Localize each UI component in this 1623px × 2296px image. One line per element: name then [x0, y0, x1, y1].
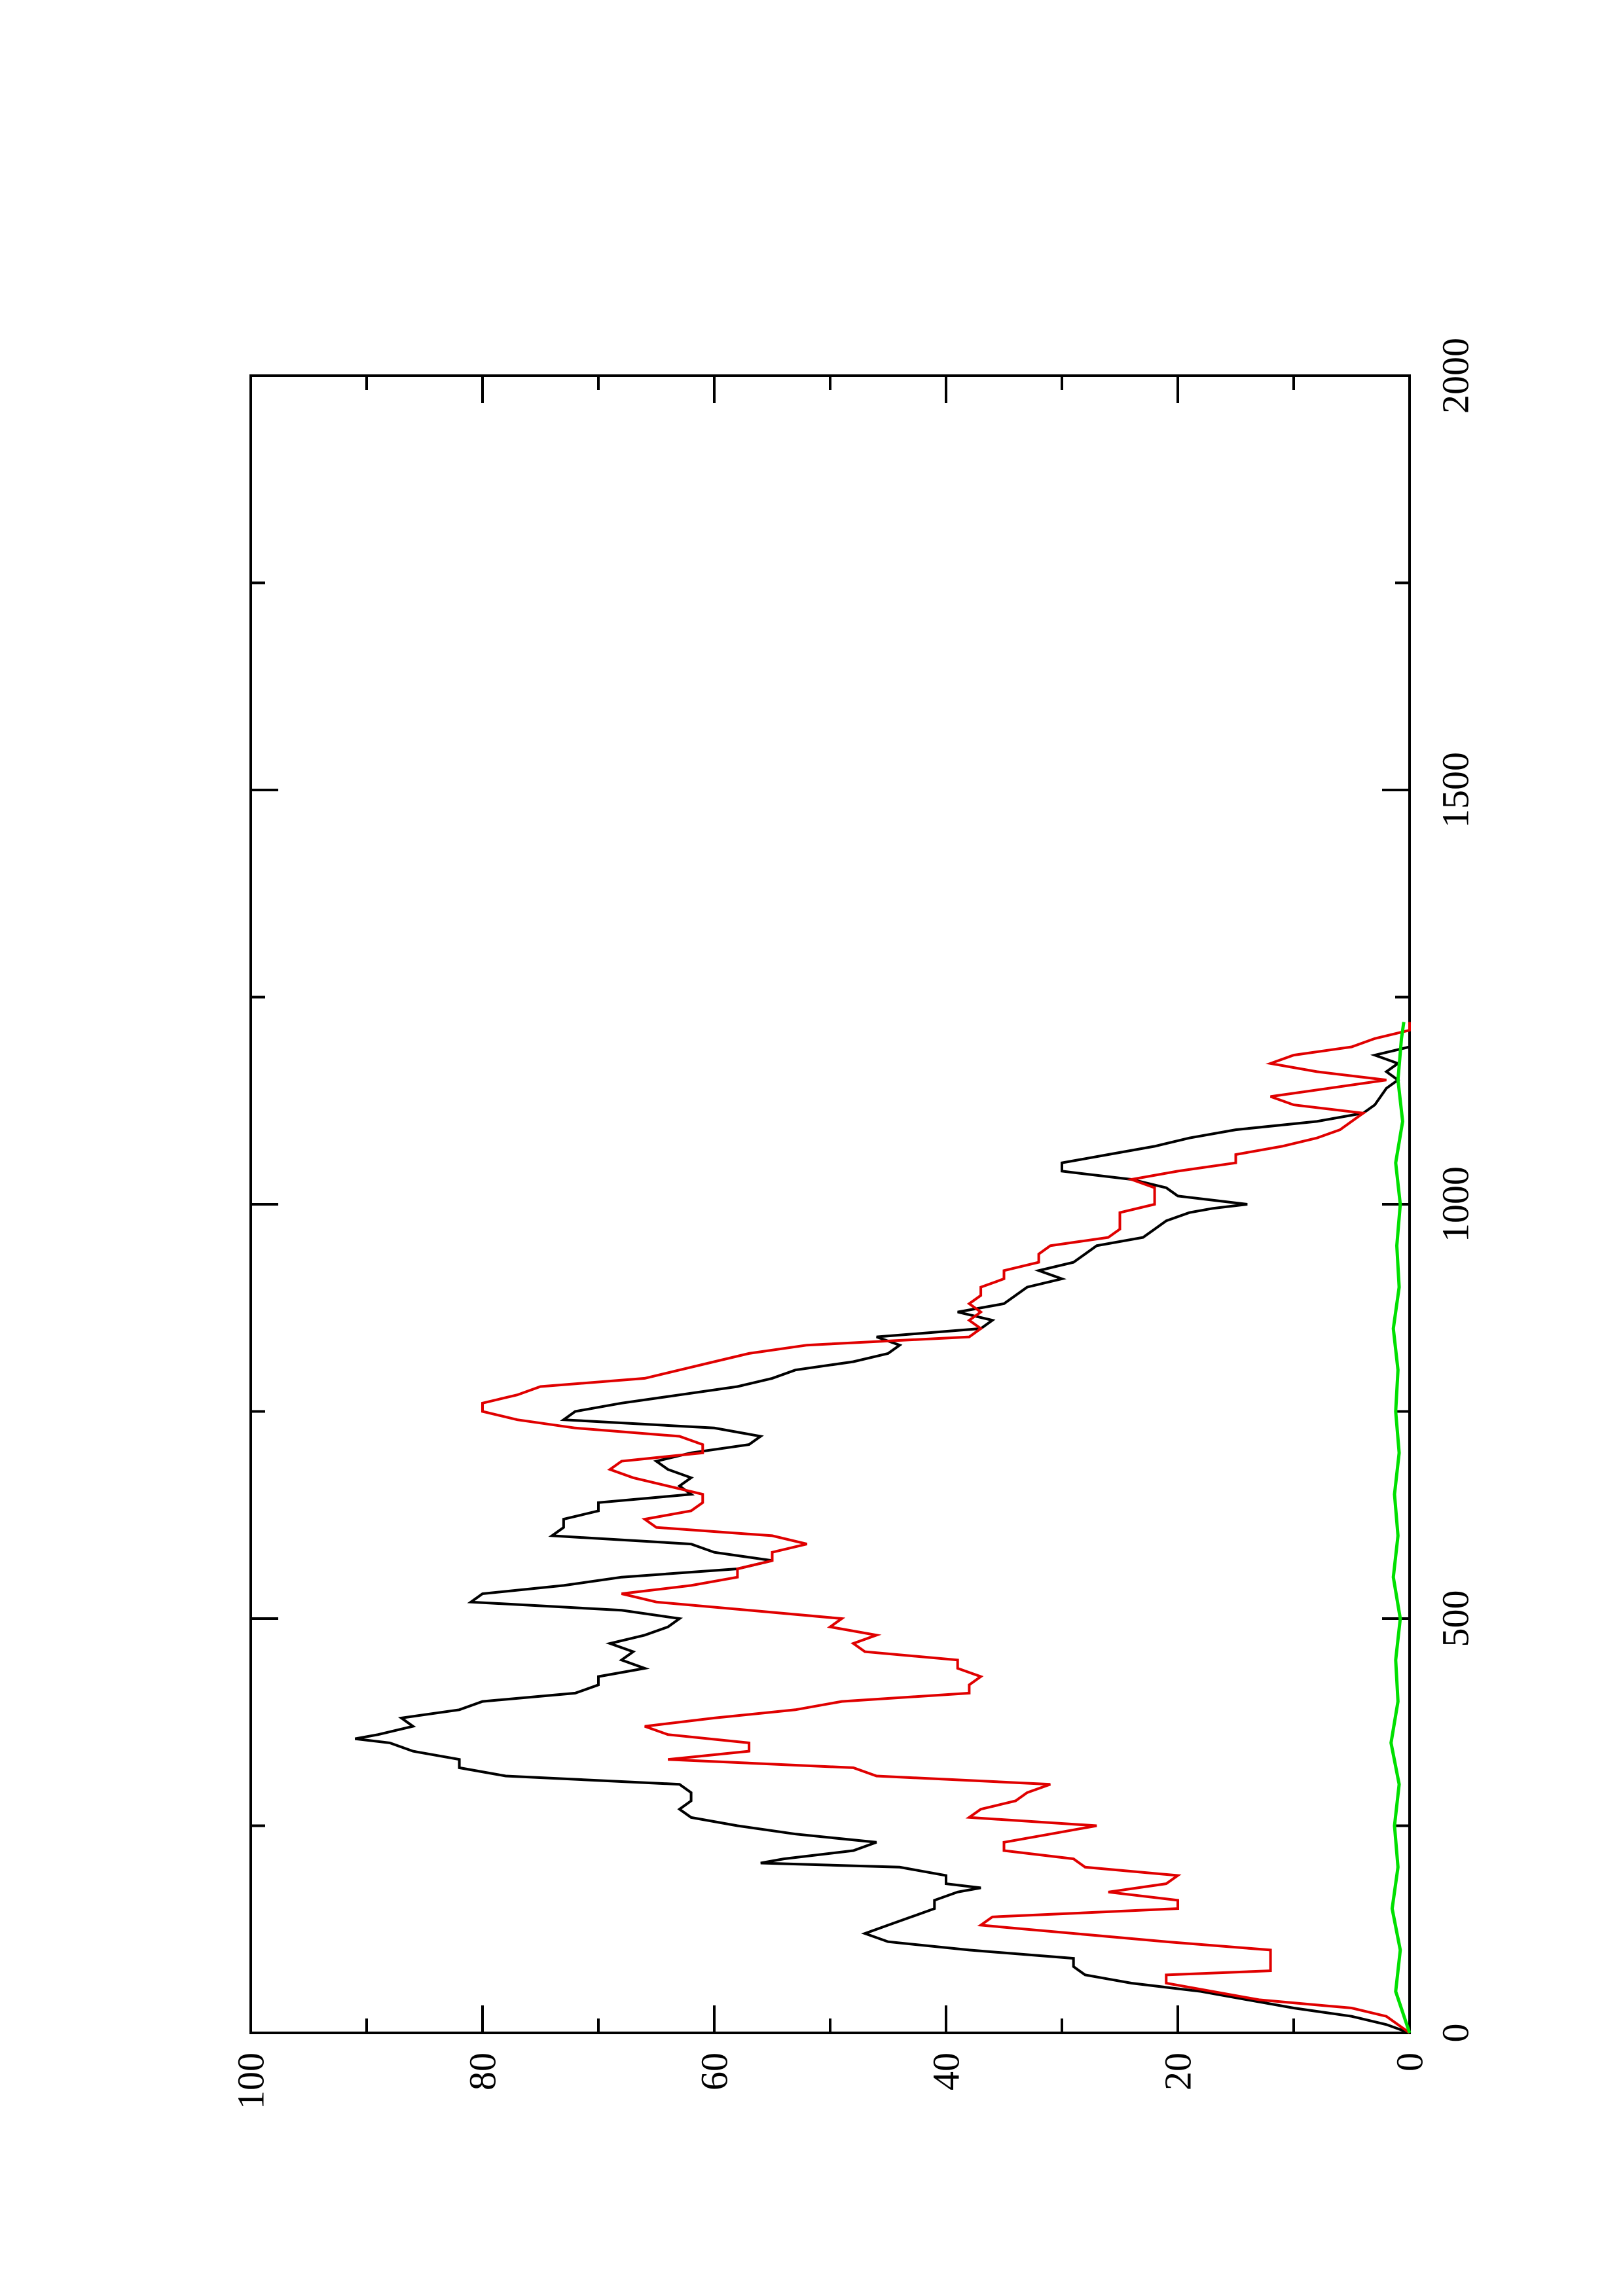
x-tick-label: 0: [1434, 2024, 1477, 2043]
y-tick-label: 80: [462, 2053, 504, 2090]
x-tick-label: 1500: [1434, 752, 1477, 828]
series-line-1: [481, 1022, 1411, 2034]
tick-labels: 0 500 1000 1500 2000 0 20 40 60 80 100: [230, 338, 1477, 2109]
x-tick-label: 500: [1434, 1590, 1477, 1647]
y-tick-label: 0: [1389, 2053, 1431, 2072]
axis-ticks: [249, 374, 1411, 2034]
y-tick-label: 60: [693, 2053, 736, 2090]
x-tick-label: 2000: [1434, 338, 1477, 414]
y-tick-label: 20: [1157, 2053, 1199, 2090]
y-tick-label: 40: [925, 2053, 968, 2090]
y-tick-label: 100: [230, 2053, 272, 2109]
series-lines: [354, 1022, 1412, 2034]
series-line-2: [1389, 1022, 1412, 2034]
series-line-0: [354, 1022, 1411, 2034]
plot-frame: [249, 374, 1411, 2034]
x-tick-label: 1000: [1434, 1166, 1477, 1242]
